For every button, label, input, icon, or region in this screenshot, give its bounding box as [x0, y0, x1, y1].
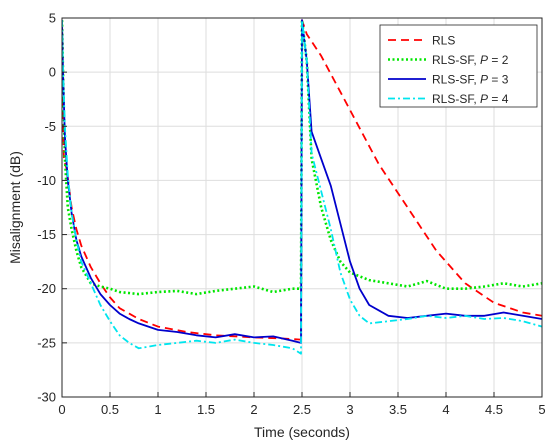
- x-tick-label: 3: [346, 402, 353, 417]
- x-tick-label: 1.5: [197, 402, 215, 417]
- x-tick-label: 5: [538, 402, 545, 417]
- legend-box: [379, 24, 538, 108]
- y-axis-label: Misalignment (dB): [7, 151, 23, 264]
- legend-label-1: RLS: [432, 34, 455, 48]
- x-axis-ticks: 0 0.5 1 1.5 2 2.5 3 3.5 4 4.5 5: [58, 392, 546, 417]
- x-tick-label: 2.5: [293, 402, 311, 417]
- y-tick-label: -15: [37, 227, 56, 242]
- x-tick-label: 4.5: [485, 402, 503, 417]
- series-line-1: [62, 19, 542, 341]
- y-tick-label: -25: [37, 335, 56, 350]
- legend-label-3: RLS-SF, P = 3: [432, 73, 509, 87]
- y-tick-label: 0: [49, 65, 56, 80]
- legend: RLS RLS-SF, P = 2 RLS-SF, P = 3 RLS-SF, P =…: [379, 24, 538, 108]
- x-tick-label: 0: [58, 402, 65, 417]
- x-tick-label: 3.5: [389, 402, 407, 417]
- y-tick-label: -20: [37, 281, 56, 296]
- series-line-2: [62, 18, 542, 296]
- x-tick-label: 1: [154, 402, 161, 417]
- series-lines: [62, 18, 542, 355]
- y-axis-ticks: -30 -25 -20 -15 -10 -5 0 5: [37, 11, 67, 405]
- x-axis-label: Time (seconds): [254, 424, 350, 440]
- x-tick-label: 2: [250, 402, 257, 417]
- series-line-3: [62, 19, 542, 344]
- legend-label-4: RLS-SF, P = 4: [432, 92, 509, 106]
- x-tick-label: 4: [442, 402, 449, 417]
- x-tick-label: 0.5: [101, 402, 119, 417]
- legend-label-2: RLS-SF, P = 2: [432, 53, 509, 67]
- y-tick-label: -10: [37, 173, 56, 188]
- y-tick-label: 5: [49, 11, 56, 26]
- y-tick-label: -5: [44, 119, 56, 134]
- y-tick-label: -30: [37, 390, 56, 405]
